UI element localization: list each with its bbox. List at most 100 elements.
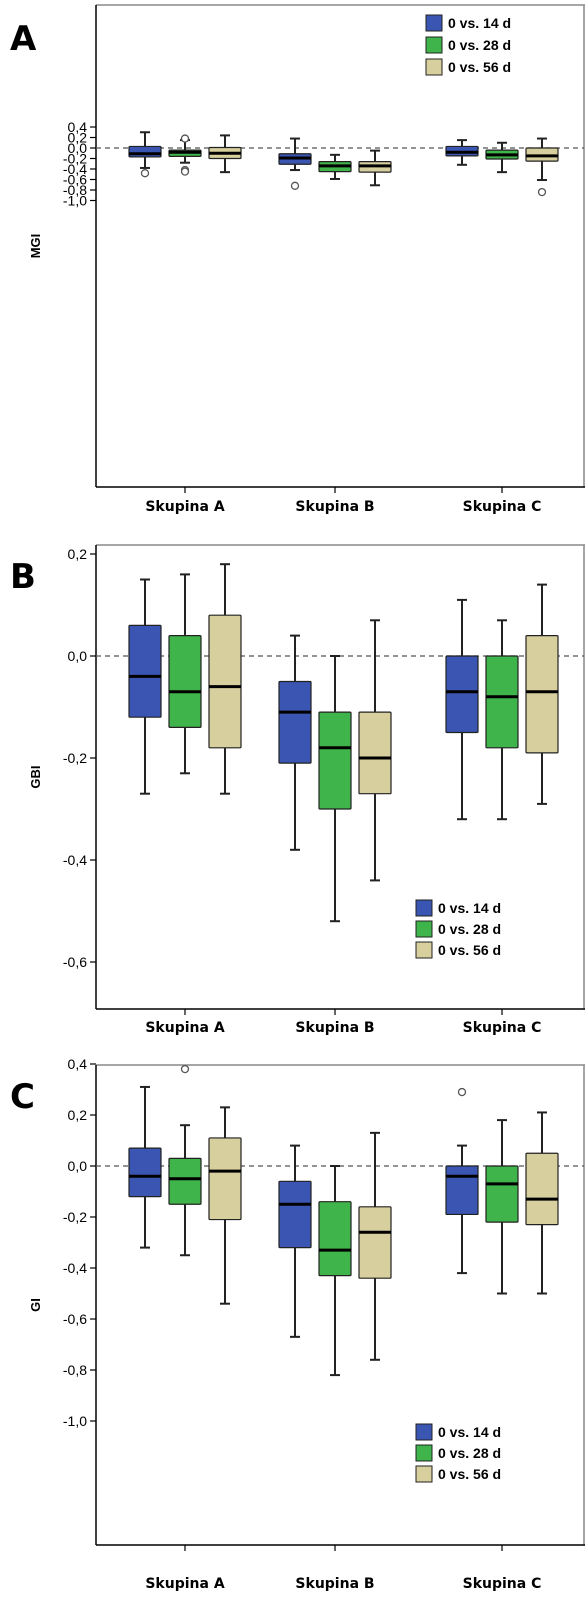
y-tick-label: 0,0 (68, 648, 88, 664)
y-tick-label: 0,0 (68, 140, 88, 156)
outlier-point (537, 187, 547, 197)
y-tick-label: -1,0 (63, 1413, 87, 1429)
legend-swatch (415, 920, 433, 938)
outlier-point (457, 1087, 467, 1097)
box (445, 655, 479, 734)
y-tick-label: -0,8 (63, 182, 87, 198)
box (128, 624, 162, 718)
box (358, 711, 392, 795)
box-plot (208, 563, 242, 795)
legend-swatch (415, 1423, 433, 1441)
y-tick-label: -0,2 (63, 151, 87, 167)
y-tick-label: -0,2 (63, 750, 87, 766)
y-tick-label: 0,2 (68, 1107, 88, 1123)
outlier-point (140, 169, 150, 178)
legend-label: 0 vs. 14 d (448, 15, 511, 31)
y-tick-label: -0,2 (63, 1209, 87, 1225)
box-plot (168, 134, 202, 176)
y-tick-label: -0,4 (63, 1260, 87, 1276)
outlier-point (290, 181, 300, 190)
legend: 0 vs. 14 d 0 vs. 28 d 0 vs. 56 d (415, 1423, 501, 1483)
box-plot (358, 619, 392, 882)
panel-letter: C (10, 1077, 35, 1117)
box-plot (445, 1087, 479, 1275)
legend-label: 0 vs. 28 d (438, 1445, 501, 1461)
box-plot (128, 578, 162, 795)
outlier-point (180, 134, 190, 143)
legend-label: 0 vs. 14 d (438, 900, 501, 916)
panel-letter: A (10, 19, 37, 59)
x-tick-label: Skupina A (145, 1576, 224, 1592)
box-plot (485, 619, 519, 821)
legend-label: 0 vs. 28 d (438, 921, 501, 937)
legend-swatch (415, 1444, 433, 1462)
x-tick-label: Skupina C (463, 1576, 542, 1592)
legend-label: 0 vs. 14 d (438, 1424, 501, 1440)
legend-swatch (425, 58, 443, 76)
x-tick-label: Skupina C (463, 499, 542, 515)
box (445, 1165, 479, 1216)
box-plot (278, 1144, 312, 1338)
box-plot (445, 598, 479, 821)
y-tick-label: 0,4 (68, 119, 88, 135)
legend-label: 0 vs. 56 d (438, 1466, 501, 1482)
y-tick-label: -1,0 (63, 193, 87, 209)
y-tick-label: 0,0 (68, 1158, 88, 1174)
box (278, 680, 312, 764)
box-plot (485, 1119, 519, 1295)
box (208, 614, 242, 749)
x-tick-label: Skupina A (145, 499, 224, 515)
box-plot (318, 153, 352, 180)
box (525, 1152, 559, 1226)
box (485, 1165, 519, 1223)
box-plot (208, 1106, 242, 1305)
box (358, 1206, 392, 1279)
y-tick-label: 0,4 (68, 1056, 88, 1072)
legend-label: 0 vs. 56 d (448, 59, 511, 75)
box-plot (278, 634, 312, 851)
outlier-point (180, 1064, 190, 1074)
box-plot (525, 137, 559, 197)
box (168, 1157, 202, 1205)
y-axis-label: MGI (28, 234, 43, 259)
legend: 0 vs. 14 d 0 vs. 28 d 0 vs. 56 d (425, 14, 511, 76)
y-tick-label: 0,2 (68, 546, 88, 562)
y-tick-label: -0,4 (63, 852, 87, 868)
legend-swatch (415, 1465, 433, 1483)
box-plot (168, 1064, 202, 1257)
x-tick-label: Skupina A (145, 1020, 224, 1036)
box-plot (358, 1131, 392, 1361)
y-tick-label: -0,8 (63, 1362, 87, 1378)
box (168, 634, 202, 728)
box (318, 1201, 352, 1277)
box-plot (318, 655, 352, 923)
box-plot (128, 1085, 162, 1249)
box-plot (318, 1165, 352, 1377)
box (525, 634, 559, 754)
y-tick-label: -0,6 (63, 954, 87, 970)
legend-swatch (425, 36, 443, 54)
box-plot (525, 583, 559, 805)
legend-swatch (425, 14, 443, 32)
box-plot (358, 149, 392, 187)
box-plot (525, 1111, 559, 1295)
legend-swatch (415, 899, 433, 917)
legend-label: 0 vs. 56 d (438, 942, 501, 958)
box (318, 711, 352, 810)
box-plot (128, 131, 162, 178)
box (208, 1137, 242, 1221)
box-plot (168, 573, 202, 775)
y-tick-label: 0,2 (68, 130, 88, 146)
y-tick-label: -0,4 (63, 161, 87, 177)
chart-panel-a: A MGI 0,40,20,0-0,2-0,4-0,6-0,8-1,0 Skupina… (10, 4, 585, 515)
legend-swatch (415, 941, 433, 959)
outlier-point (180, 167, 190, 176)
y-axis-label: GI (28, 1298, 43, 1312)
box-plot (278, 137, 312, 190)
box-plot (445, 139, 479, 166)
panel-letter: B (10, 557, 36, 597)
box (128, 145, 162, 158)
box (278, 1180, 312, 1249)
x-tick-label: Skupina B (295, 499, 374, 515)
